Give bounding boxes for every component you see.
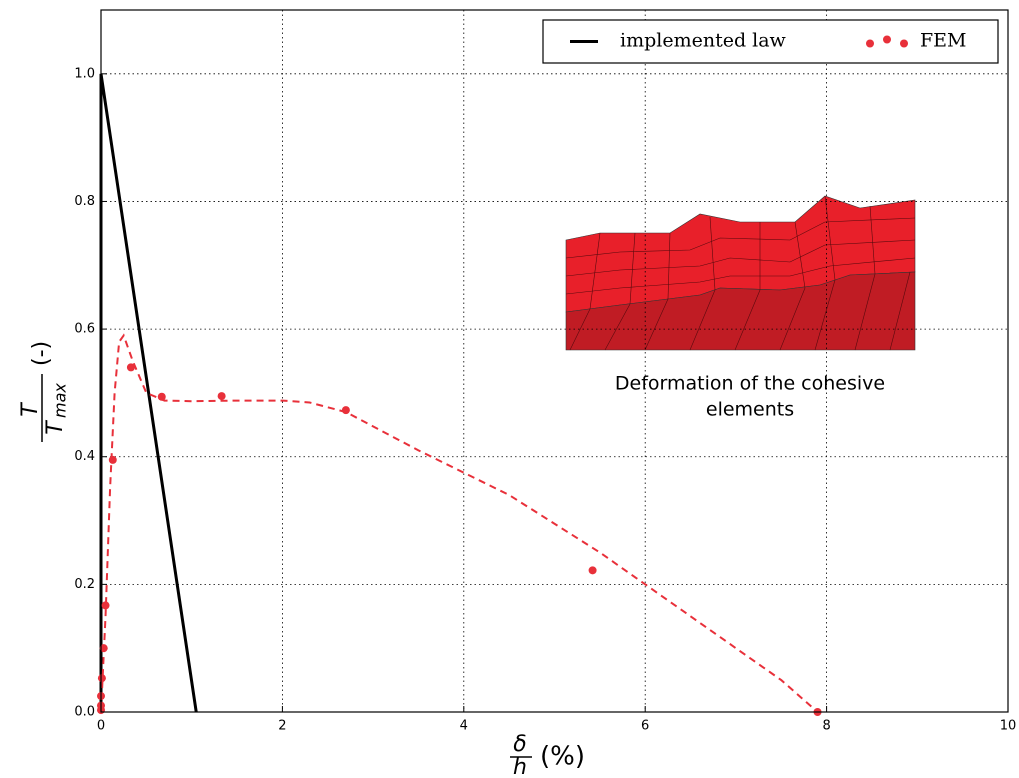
- annotation: Deformation of the cohesive: [615, 373, 885, 395]
- data-point: [341, 406, 350, 415]
- x-label-denominator: h: [513, 755, 527, 778]
- legend-marker: [866, 39, 874, 48]
- y-tick-label: 0.4: [74, 449, 95, 464]
- y-label-numerator: T: [18, 402, 43, 417]
- legend-box: [542, 19, 999, 64]
- data-point: [588, 566, 597, 575]
- y-label-subscript: max: [51, 383, 70, 418]
- y-tick-label: 0.8: [74, 194, 95, 209]
- legend-label: FEM: [920, 30, 967, 52]
- y-label-denominator: T: [43, 420, 68, 435]
- annotation: elements: [706, 399, 794, 421]
- data-point: [108, 455, 117, 464]
- x-tick-label: 4: [460, 719, 468, 734]
- x-tick-label: 10: [1000, 719, 1017, 734]
- y-tick-label: 0.0: [74, 705, 95, 720]
- data-line: [99, 73, 198, 713]
- data-point: [157, 392, 166, 401]
- legend-marker: [883, 35, 891, 44]
- legend-marker: [900, 39, 908, 48]
- y-label-unit: (-): [29, 341, 54, 366]
- x-label-unit: (%): [540, 742, 585, 772]
- legend-label: implemented law: [620, 30, 787, 52]
- inset-mesh: [565, 195, 916, 351]
- data-point: [101, 601, 110, 610]
- x-tick-label: 2: [278, 719, 286, 734]
- data-line: [100, 333, 819, 713]
- x-tick-label: 8: [822, 719, 830, 734]
- x-tick-label: 6: [641, 719, 649, 734]
- x-tick-label: 0: [97, 719, 105, 734]
- data-point: [97, 674, 106, 683]
- y-tick-label: 0.2: [74, 577, 95, 592]
- plot-frame: [100, 9, 1009, 713]
- y-axis-label: T T max (-): [18, 341, 70, 442]
- data-point: [126, 363, 135, 372]
- x-label-numerator: δ: [513, 732, 526, 757]
- x-axis-label: δ h (%): [510, 732, 585, 778]
- data-point: [217, 392, 226, 401]
- y-tick-label: 1.0: [74, 66, 95, 81]
- legend: implemented law FEM: [542, 19, 999, 64]
- y-tick-label: 0.6: [74, 322, 95, 337]
